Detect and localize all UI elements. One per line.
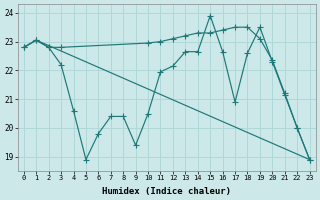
X-axis label: Humidex (Indice chaleur): Humidex (Indice chaleur) [102,187,231,196]
